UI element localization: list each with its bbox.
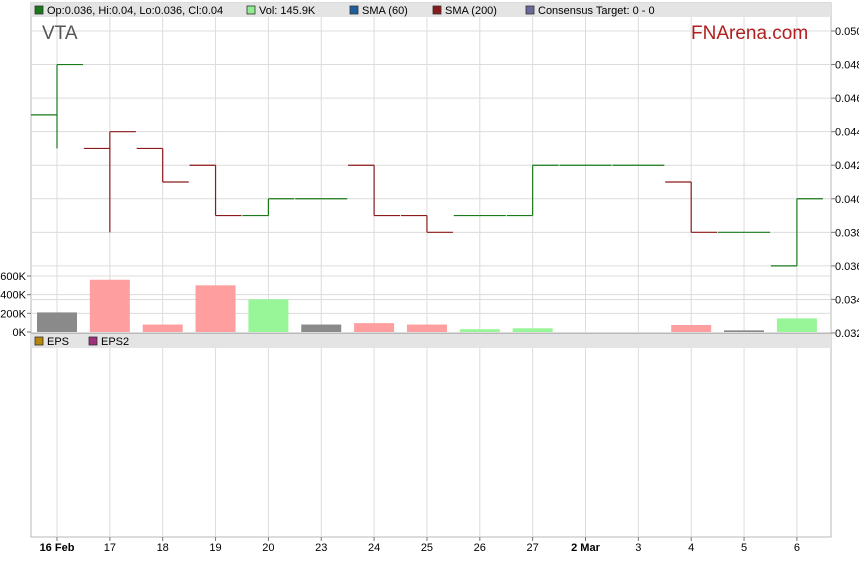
price-bars	[31, 63, 823, 267]
legend-label: SMA (200)	[445, 5, 497, 17]
price-legend-bar	[31, 3, 831, 17]
price-tick-label: 0.032	[835, 328, 859, 340]
volume-bar	[406, 324, 447, 332]
x-tick-label: 4	[688, 542, 694, 554]
price-legend: Op:0.036, Hi:0.04, Lo:0.036, Cl:0.04 Vol:…	[34, 5, 655, 17]
eps-grid-lines	[56, 348, 798, 537]
volume-axis: 600K 400K 200K 0K	[0, 271, 31, 339]
volume-tick-label: 0K	[13, 327, 27, 339]
volume-bar	[671, 325, 712, 332]
volume-bar	[142, 324, 183, 332]
x-tick-label: 24	[368, 542, 380, 554]
x-tick-label: 20	[262, 542, 274, 554]
legend-label: Op:0.036, Hi:0.04, Lo:0.036, Cl:0.04	[47, 5, 223, 17]
x-tick-label: 5	[741, 542, 747, 554]
eps-legend: EPS EPS2	[34, 336, 129, 348]
eps-panel	[30, 333, 832, 538]
x-tick-label: 6	[794, 542, 800, 554]
volume-bar	[89, 279, 130, 332]
volume-bar	[724, 330, 765, 332]
volume-bar	[195, 285, 236, 332]
volume-bar	[37, 312, 77, 332]
legend-label: Consensus Target: 0 - 0	[538, 5, 655, 17]
legend-label: EPS2	[101, 336, 129, 348]
price-bar	[770, 198, 823, 267]
volume-tick-label: 400K	[0, 290, 26, 302]
legend-square-icon	[88, 336, 98, 346]
legend-label: SMA (60)	[362, 5, 408, 17]
volume-bar	[354, 323, 395, 332]
price-tick-label: 0.040	[835, 194, 859, 206]
volume-bar	[776, 318, 817, 332]
legend-square-icon	[246, 5, 256, 15]
price-tick-label: 0.050	[835, 26, 859, 38]
price-tick-label: 0.036	[835, 261, 859, 273]
price-tick-label: 0.048	[835, 60, 859, 72]
price-tick-label: 0.042	[835, 160, 859, 172]
x-tick-label: 25	[421, 542, 433, 554]
price-tick-label: 0.038	[835, 227, 859, 239]
x-tick-label: 16 Feb	[40, 542, 75, 554]
legend-label: Vol: 145.9K	[259, 5, 316, 17]
price-bar	[83, 131, 136, 233]
legend-label: EPS	[47, 336, 69, 348]
price-bar	[506, 164, 559, 217]
price-tick-label: 0.044	[835, 127, 859, 139]
price-bar	[242, 198, 295, 217]
volume-bar	[512, 328, 553, 332]
x-tick-label: 19	[209, 542, 221, 554]
volume-bar	[459, 329, 500, 332]
x-tick-label: 27	[527, 542, 539, 554]
x-tick-label: 2 Mar	[571, 542, 600, 554]
x-axis: 16 Feb 17 18 19 20 23 24 25 26 27 2 Mar 3 4 5 6	[40, 537, 800, 554]
volume-tick-label: 600K	[0, 271, 26, 283]
legend-square-icon	[525, 5, 535, 15]
x-tick-label: 18	[157, 542, 169, 554]
volume-bars	[37, 279, 817, 332]
legend-square-icon	[432, 5, 442, 15]
volume-bar	[301, 324, 342, 332]
ticker-symbol: VTA	[42, 23, 78, 44]
price-tick-label: 0.034	[835, 294, 859, 306]
price-axis: 0.050 0.048 0.046 0.044 0.042 0.040 0.038 0.036…	[831, 26, 859, 340]
price-bar	[400, 214, 453, 233]
x-tick-label: 26	[474, 542, 486, 554]
x-tick-label: 3	[635, 542, 641, 554]
legend-square-icon	[349, 5, 359, 15]
price-bar	[665, 181, 718, 233]
x-tick-label: 23	[315, 542, 327, 554]
price-bar	[31, 63, 83, 149]
price-panel	[30, 2, 832, 334]
x-tick-label: 17	[104, 542, 116, 554]
brand-logo: FNArena.com	[691, 23, 808, 44]
price-tick-label: 0.046	[835, 93, 859, 105]
volume-tick-label: 200K	[0, 308, 26, 320]
eps-legend-bar	[31, 334, 831, 348]
legend-square-icon	[34, 336, 44, 346]
price-bar	[189, 164, 242, 217]
price-bar	[348, 164, 401, 217]
price-bar	[136, 147, 189, 183]
legend-square-icon	[34, 5, 44, 15]
volume-bar	[248, 299, 289, 332]
